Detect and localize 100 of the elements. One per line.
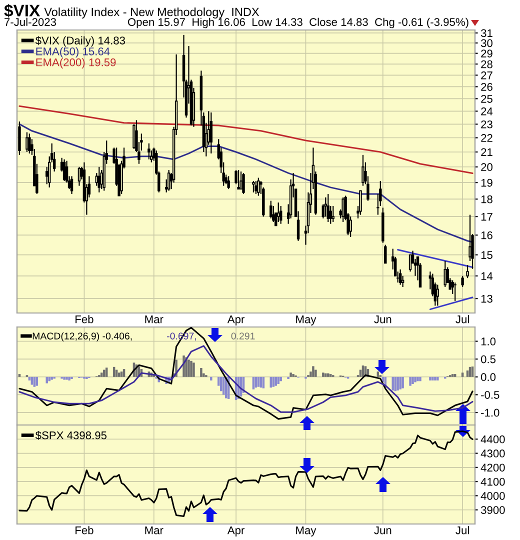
bar bbox=[272, 376, 274, 387]
x-tick-label: Jun bbox=[374, 526, 392, 534]
candlestick bbox=[257, 177, 260, 196]
candlestick bbox=[398, 268, 402, 286]
bar bbox=[471, 366, 474, 377]
candlestick bbox=[414, 258, 417, 276]
bar bbox=[122, 369, 126, 377]
candlestick bbox=[252, 180, 255, 193]
bar bbox=[330, 374, 332, 377]
bar bbox=[432, 376, 434, 380]
y-tick-label: 27 bbox=[481, 71, 492, 80]
candlestick bbox=[272, 205, 275, 223]
y-tick-label: 24 bbox=[481, 107, 493, 116]
bar bbox=[454, 374, 456, 377]
candlestick bbox=[240, 170, 242, 190]
y-tick-label: 22 bbox=[481, 134, 492, 142]
bar bbox=[292, 374, 294, 377]
bar bbox=[399, 376, 402, 390]
bar bbox=[210, 376, 212, 380]
bar bbox=[314, 370, 317, 377]
bar bbox=[376, 372, 380, 377]
y-tick-label: 29 bbox=[481, 50, 492, 58]
bar bbox=[262, 376, 265, 388]
y-tick-label: 4000 bbox=[480, 492, 505, 500]
y-tick-label: 25 bbox=[481, 94, 492, 103]
candlestick bbox=[98, 166, 100, 193]
y-tick-label: 4200 bbox=[480, 464, 505, 472]
bar bbox=[36, 376, 38, 386]
candlestick bbox=[436, 284, 440, 306]
bar bbox=[392, 376, 394, 390]
y-tick-label: -1.0 bbox=[481, 408, 500, 417]
x-tick-label: Apr bbox=[227, 526, 245, 536]
y-tick-label: 16 bbox=[481, 231, 492, 240]
bar bbox=[33, 376, 36, 387]
candlestick bbox=[78, 166, 81, 186]
legend-label: MACD(12,26,9) -0.406, bbox=[32, 332, 132, 342]
x-tick-label: Jul bbox=[456, 526, 469, 534]
bar bbox=[327, 373, 330, 377]
bar bbox=[63, 376, 66, 380]
y-tick-label: 4400 bbox=[480, 435, 505, 444]
candlestick bbox=[28, 133, 31, 154]
bar bbox=[188, 360, 190, 377]
bar bbox=[70, 376, 73, 380]
bar bbox=[409, 376, 412, 386]
y-tick-label: 21 bbox=[481, 148, 492, 156]
text: 7-Jul-2023 bbox=[4, 18, 56, 26]
bar bbox=[46, 376, 48, 384]
candlestick bbox=[148, 142, 150, 160]
y-tick-label: 26 bbox=[481, 82, 492, 91]
candlestick bbox=[332, 205, 334, 223]
candlestick bbox=[18, 120, 21, 156]
bar bbox=[277, 376, 280, 384]
bar bbox=[100, 372, 103, 377]
candlestick bbox=[326, 193, 330, 223]
y-tick-label: 14 bbox=[481, 272, 493, 280]
candlestick bbox=[277, 202, 280, 223]
bar bbox=[402, 376, 404, 388]
bar bbox=[118, 372, 120, 377]
candlestick bbox=[242, 172, 245, 195]
bar bbox=[192, 362, 195, 377]
bar bbox=[434, 376, 436, 380]
bar bbox=[419, 376, 422, 382]
bar bbox=[120, 372, 123, 377]
y-tick-label: 30 bbox=[480, 39, 492, 48]
bar bbox=[280, 376, 282, 382]
candlestick bbox=[466, 264, 469, 279]
y-tick-label: 23 bbox=[481, 120, 492, 128]
chart-subtitle: Volatility Index - New Methodology INDX bbox=[44, 8, 260, 19]
candlestick bbox=[362, 154, 364, 186]
y-tick-label: 20 bbox=[481, 163, 492, 172]
candlestick bbox=[408, 254, 412, 272]
bar bbox=[436, 376, 439, 380]
candlestick bbox=[167, 169, 170, 192]
chart-title: $VIX bbox=[4, 4, 40, 18]
candlestick bbox=[70, 176, 74, 195]
candlestick bbox=[454, 282, 456, 302]
candlestick bbox=[254, 180, 258, 195]
bar bbox=[257, 376, 260, 387]
y-tick-label: 3900 bbox=[480, 506, 505, 514]
candlestick bbox=[444, 260, 446, 288]
legend-label: EMA(50) 15.64 bbox=[36, 47, 110, 58]
x-tick-label: Feb bbox=[76, 315, 94, 324]
bar bbox=[274, 376, 277, 386]
bar bbox=[414, 376, 416, 382]
candlestick bbox=[279, 205, 282, 224]
bar bbox=[466, 370, 469, 377]
y-tick-label: 31 bbox=[480, 29, 492, 38]
legend-label: EMA(200) 19.59 bbox=[36, 58, 116, 68]
y-tick-label: 0.0 bbox=[480, 373, 496, 382]
candlestick bbox=[270, 200, 272, 219]
candlestick bbox=[62, 158, 66, 182]
y-tick-label: 1.0 bbox=[481, 338, 496, 346]
candlestick bbox=[359, 190, 362, 216]
y-tick-label: 0.5 bbox=[480, 355, 496, 364]
bar bbox=[451, 374, 454, 377]
bar bbox=[48, 376, 50, 382]
x-tick-label: Mar bbox=[145, 315, 164, 324]
x-tick-label: Apr bbox=[227, 315, 245, 326]
bar bbox=[50, 376, 53, 380]
bar bbox=[468, 366, 472, 377]
